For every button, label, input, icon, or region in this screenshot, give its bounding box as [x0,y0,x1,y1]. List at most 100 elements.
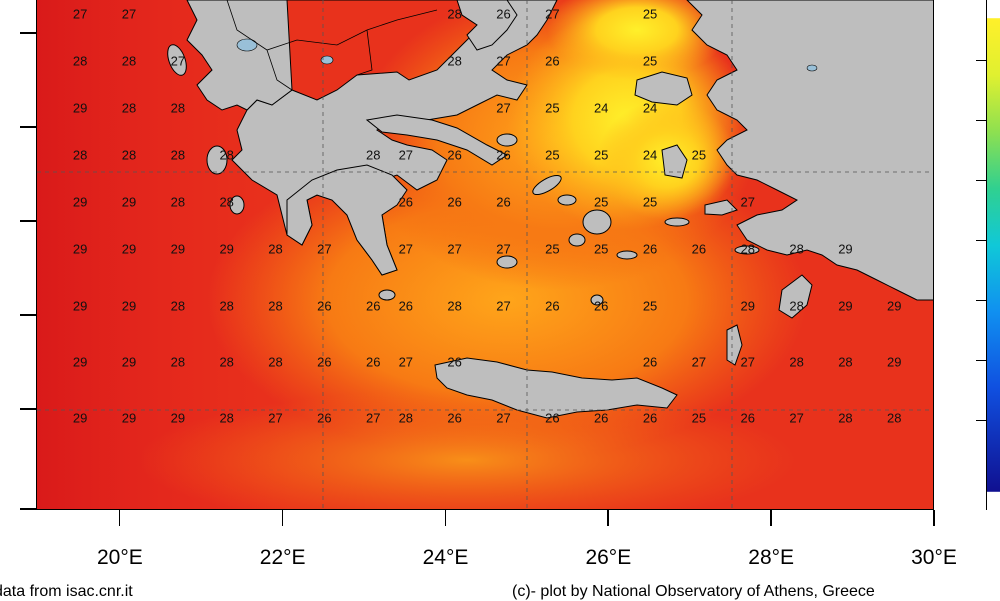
x-tick [118,510,121,526]
sst-value-label: 27 [740,354,755,370]
y-tick [20,508,36,510]
sst-value-label: 26 [740,410,755,426]
sst-value-label: 29 [887,298,902,313]
lake [806,64,818,72]
sst-value-label: 26 [317,298,332,313]
sst-value-label: 25 [545,147,560,163]
sst-value-label: 25 [593,194,609,210]
x-tick [444,510,446,526]
sst-value-label: 25 [642,298,658,313]
y-tick [20,408,36,410]
sst-value-label: 25 [545,241,560,257]
land-euboea [365,114,508,166]
sst-value-label: 29 [72,410,88,426]
y-tick [20,220,36,222]
sst-value-label: 29 [121,241,137,257]
land-chios [661,144,688,179]
sst-value-label: 27 [170,53,186,69]
sst-value-label: 26 [642,241,658,257]
colorbar-fill [987,18,1000,492]
land-zakynthos [229,195,245,215]
sst-value-label: 28 [170,147,186,163]
sst-value-label: 28 [170,354,186,370]
sea-south-orange [137,390,797,509]
sst-value-label: 29 [170,241,186,257]
sst-value-label: 27 [740,194,755,210]
sst-value-label: 29 [121,194,137,210]
sst-value-label: 25 [642,53,658,69]
sst-value-label: 24 [642,100,658,116]
sst-value-label: 26 [642,410,658,426]
sst-value-label: 28 [121,147,137,163]
sst-value-label: 28 [268,241,283,257]
sst-value-label: 28 [170,100,186,116]
sst-value-label: 26 [447,354,462,370]
sst-value-label: 27 [398,147,414,163]
longitude-label: 22°E [259,546,306,569]
land-peloponnese [286,164,408,276]
sst-value-label: 29 [740,298,755,313]
sst-value-label: 28 [447,298,462,313]
sst-value-label: 27 [545,6,560,22]
sea-north-yellow [547,0,727,80]
longitude-label: 28°E [748,546,795,569]
sst-map: 27 27 28 26 27 25 28 28 27 28 27 26 25 29 28 28 27 25 24 24… [36,0,934,510]
longitude-label: 26°E [585,546,632,569]
sst-value-label: 26 [317,410,332,426]
sst-value-label: 26 [496,194,511,210]
sst-value-label: 29 [219,241,234,257]
x-tick [281,510,284,526]
sst-value-label: 27 [317,241,332,257]
sst-value-label: 26 [366,298,381,313]
land-naxos [582,209,612,235]
sst-value-label: 28 [398,410,414,426]
sst-value-label: 25 [545,100,560,116]
land-ikaria [664,217,690,227]
sst-value-label: 27 [496,100,511,116]
lake [236,38,258,52]
sst-value-label: 24 [593,100,609,116]
y-tick [20,32,36,34]
sst-value-label: 27 [789,410,804,426]
land-turkey [686,0,933,301]
colorbar-tick [976,240,986,241]
sst-value-label: 26 [545,53,560,69]
sst-value-label: 24 [642,147,658,163]
sst-value-label: 27 [398,354,414,370]
longitude-label: 30°E [911,546,957,569]
land-corfu [167,44,187,76]
x-tick [933,510,935,526]
sst-value-label: 28 [789,241,804,257]
lake [320,55,334,65]
sst-value-label: 27 [691,354,707,370]
colorbar-tick [976,60,986,61]
sst-value-label: 29 [72,194,88,210]
sst-value-label: 26 [593,410,609,426]
sst-value-label: 28 [219,298,234,313]
longitude-label: 20°E [96,546,143,569]
colorbar-tick [976,180,986,181]
sst-value-label: 27 [268,410,283,426]
colorbar-tick [976,120,986,121]
longitude-label: 24°E [422,546,469,569]
sst-value-label: 25 [642,6,658,22]
sst-value-label: 29 [838,241,853,257]
sst-value-label: 28 [219,194,234,210]
sst-value-label: 27 [72,6,88,22]
sst-value-label: 27 [496,53,511,69]
sst-value-label: 26 [691,241,707,257]
sst-value-label: 26 [447,147,462,163]
land-kythera [378,289,396,301]
sst-value-label: 28 [268,298,283,313]
colorbar-tick [976,300,986,301]
sst-value-label: 26 [398,298,414,313]
sst-value-label: 28 [366,147,381,163]
sst-value-label: 26 [447,194,462,210]
sst-value-label: 27 [121,6,137,22]
sst-value-label: 26 [447,410,462,426]
sst-value-label: 26 [366,354,381,370]
sst-value-label: 28 [219,354,234,370]
plot-author-credit: (c)- plot by National Observatory of Ath… [512,583,875,600]
land-kos [734,245,760,255]
sst-value-label: 25 [691,147,707,163]
